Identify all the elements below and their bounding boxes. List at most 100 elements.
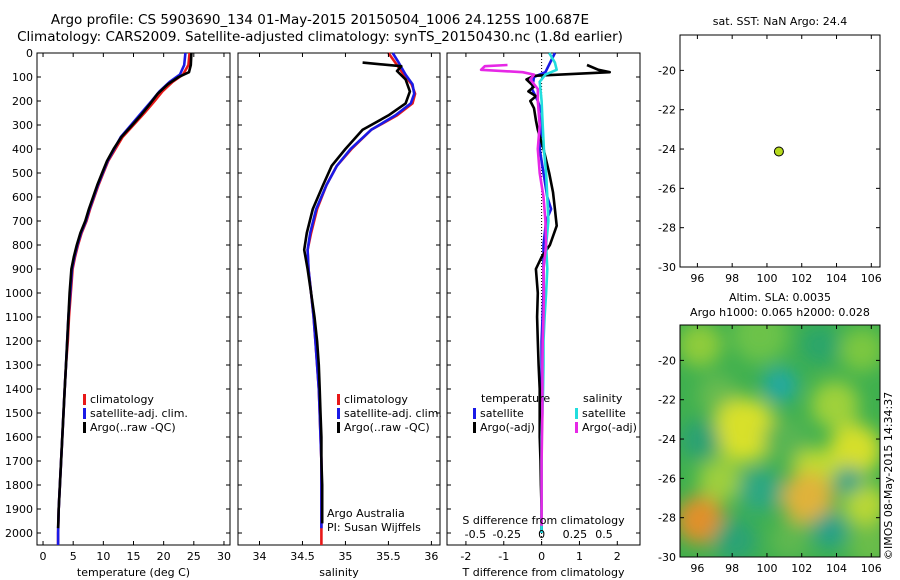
differences-xtick-label-1: -1 <box>498 550 509 563</box>
salinity-xlabel: salinity <box>319 566 359 579</box>
salinity-xtick-label-4: 36 <box>424 550 438 563</box>
title-line-1: Argo profile: CS 5903690_134 01-May-2015… <box>50 12 590 28</box>
depth-tick-label-11: 1100 <box>5 311 33 324</box>
differences-temp-legend-label-0: satellite <box>480 407 524 420</box>
s-tick-label-0: -0.5 <box>465 528 486 541</box>
salinity-legend-label-2: Argo(..raw -QC) <box>344 421 430 434</box>
sla-blobs <box>680 325 880 557</box>
temperature-series-2 <box>56 52 193 529</box>
sla-map-title-line-2: Argo h1000: 0.065 h2000: 0.028 <box>690 306 870 319</box>
temperature-xtick-label-5: 25 <box>187 550 201 563</box>
sst-map-ytick-label-3: -24 <box>658 143 676 156</box>
depth-tick-label-15: 1500 <box>5 407 33 420</box>
sla-blob-4 <box>762 367 798 403</box>
depth-tick-label-14: 1400 <box>5 383 33 396</box>
legend-temperature-title: temperature <box>481 392 550 405</box>
temperature-xtick-label-2: 10 <box>96 550 110 563</box>
argo-annotation-line-2: PI: Susan Wijffels <box>327 521 421 534</box>
sla-blob-17 <box>713 518 757 557</box>
depth-tick-label-18: 1800 <box>5 479 33 492</box>
sst-map-ytick-label-2: -26 <box>658 182 676 195</box>
salinity-xtick-label-0: 34 <box>252 550 266 563</box>
sla-map-ytick-label-2: -26 <box>658 472 676 485</box>
sst-map-title: sat. SST: NaN Argo: 24.4 <box>713 15 847 28</box>
temperature-legend-label-0: climatology <box>90 393 154 406</box>
sla-blob-10 <box>829 424 880 476</box>
sla-blob-13 <box>738 468 782 512</box>
side-credit: ©IMOS 08-May-2015 14:34:37 <box>882 391 895 560</box>
salinity-xtick-label-1: 34.5 <box>290 550 315 563</box>
depth-tick-label-13: 1300 <box>5 359 33 372</box>
differences-xtick-label-4: 2 <box>614 550 621 563</box>
sst-map-xtick-label-2: 100 <box>756 272 777 285</box>
sla-blob-2 <box>800 325 840 365</box>
sla-map-ytick-label-5: -20 <box>658 354 676 367</box>
temperature-legend-label-2: Argo(..raw -QC) <box>90 421 176 434</box>
differences-series-1 <box>525 63 611 531</box>
sst-map-ytick-label-0: -30 <box>658 261 676 274</box>
argo-annotation-line-1: Argo Australia <box>327 507 405 520</box>
sla-map-ytick-label-4: -22 <box>658 394 676 407</box>
salinity-legend-swatch-1 <box>337 408 340 419</box>
sla-heatmap <box>680 325 880 557</box>
sla-blob-15 <box>843 483 880 527</box>
depth-tick-label-0: 0 <box>26 47 33 60</box>
sst-map-ytick-label-5: -20 <box>658 64 676 77</box>
sst-map-xtick-label-4: 104 <box>826 272 847 285</box>
title-line-2: Climatology: CARS2009. Satellite-adjuste… <box>17 29 623 45</box>
differences-xtick-label-3: 1 <box>576 550 583 563</box>
temperature-legend-swatch-0 <box>83 394 86 405</box>
sla-blob-0 <box>680 325 722 367</box>
differences-sal-legend-swatch-0 <box>575 408 578 419</box>
sst-map-xtick-label-0: 96 <box>690 272 704 285</box>
sla-blob-3 <box>840 328 880 372</box>
sla-blob-14 <box>782 472 834 524</box>
differences-temp-legend-swatch-0 <box>473 408 476 419</box>
differences-sal-legend-swatch-1 <box>575 422 578 433</box>
sla-blob-12 <box>698 458 742 502</box>
depth-tick-label-6: 600 <box>12 191 33 204</box>
differences-xtick-label-2: 0 <box>538 550 545 563</box>
depth-tick-label-16: 1600 <box>5 431 33 444</box>
depth-tick-label-19: 1900 <box>5 503 33 516</box>
temperature-xtick-label-3: 15 <box>127 550 141 563</box>
float-position-marker-0 <box>773 146 784 157</box>
salinity-legend-label-1: satellite-adj. clim. <box>344 407 442 420</box>
sst-map-ytick-label-4: -22 <box>658 104 676 117</box>
legend-salinity-title: salinity <box>583 392 623 405</box>
s-tick-label-1: -0.25 <box>493 528 521 541</box>
depth-tick-label-4: 400 <box>12 143 33 156</box>
sst-map-xtick-label-5: 106 <box>861 272 882 285</box>
s-tick-label-3: 0.25 <box>563 528 588 541</box>
salinity-legend-label-0: climatology <box>344 393 408 406</box>
differences-xtick-label-0: -2 <box>460 550 471 563</box>
sla-blob-8 <box>680 420 720 460</box>
sla-blob-18 <box>770 520 810 557</box>
depth-tick-label-20: 2000 <box>5 527 33 540</box>
sla-map-ytick-label-3: -24 <box>658 433 676 446</box>
sst-map-xtick-label-3: 102 <box>791 272 812 285</box>
s-tick-label-2: 0 <box>538 528 545 541</box>
sla-map-title-line-1: Altim. SLA: 0.0035 <box>729 291 831 304</box>
sla-map-ytick-label-1: -28 <box>658 512 676 525</box>
salinity-legend-swatch-0 <box>337 394 340 405</box>
salinity-xtick-label-3: 35.5 <box>376 550 401 563</box>
sla-blob-16 <box>680 496 724 544</box>
salinity-series-2 <box>302 61 412 524</box>
salinity-legend-swatch-2 <box>337 422 340 433</box>
differences-sal-legend-label-1: Argo(-adj) <box>582 421 637 434</box>
differences-xlabel: T difference from climatology <box>462 566 625 579</box>
sla-map-xtick-label-3: 102 <box>791 562 812 575</box>
temperature-xtick-label-4: 20 <box>157 550 171 563</box>
differences-temp-legend-label-1: Argo(-adj) <box>480 421 535 434</box>
temperature-xtick-label-6: 30 <box>217 550 231 563</box>
depth-tick-label-2: 200 <box>12 95 33 108</box>
temperature-xtick-label-0: 0 <box>40 550 47 563</box>
sla-map-xtick-label-1: 98 <box>725 562 739 575</box>
differences-series-3 <box>479 63 548 526</box>
sla-blob-7 <box>713 398 777 462</box>
differences-top-label: S difference from climatology <box>462 514 625 527</box>
temperature-legend-label-1: satellite-adj. clim. <box>90 407 188 420</box>
sla-map-frame <box>679 324 881 558</box>
